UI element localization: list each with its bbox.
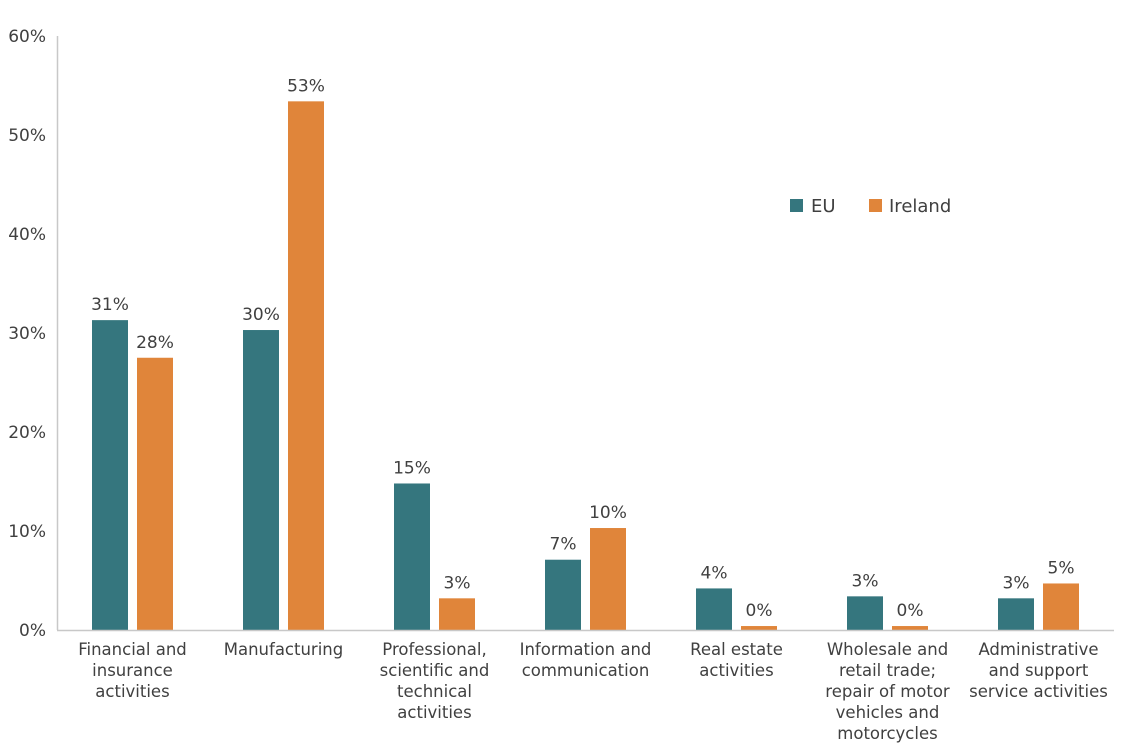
bar-eu [545, 559, 581, 630]
y-tick-label: 30% [8, 324, 46, 344]
bar-eu [394, 483, 430, 630]
data-label-eu: 3% [852, 571, 879, 591]
y-tick-label: 60% [8, 27, 46, 47]
data-label-eu: 7% [550, 535, 577, 555]
legend-label-ireland: Ireland [889, 196, 951, 217]
y-tick-label: 0% [19, 621, 46, 641]
x-tick-label: Professional, scientific and technical a… [379, 640, 490, 722]
legend-swatch-ireland [869, 199, 882, 212]
y-tick-label: 20% [8, 423, 46, 443]
data-label-ireland: 3% [444, 573, 471, 593]
data-label-eu: 15% [393, 458, 431, 478]
data-label-ireland: 28% [136, 333, 174, 353]
bar-ireland [590, 528, 626, 630]
x-tick-label: Financial and insurance activities [78, 640, 187, 701]
legend-label-eu: EU [811, 196, 836, 217]
data-label-ireland: 0% [897, 601, 924, 621]
y-tick-label: 40% [8, 225, 46, 245]
bar-eu [243, 330, 279, 630]
data-label-eu: 30% [242, 305, 280, 325]
bar-eu [92, 320, 128, 630]
legend-swatch-eu [790, 199, 803, 212]
x-tick-label: Administrative and support service activ… [969, 640, 1108, 701]
x-tick-label: Manufacturing [223, 640, 344, 659]
bar-ireland [892, 626, 928, 630]
data-label-ireland: 53% [287, 76, 325, 96]
bar-ireland [288, 101, 324, 631]
x-tick-label: Wholesale and retail trade; repair of mo… [825, 640, 950, 743]
y-axis-ticks: 0% 10% 20% 30% 40% 50% 60% [8, 27, 46, 641]
bar-eu [847, 596, 883, 630]
bar-eu [998, 598, 1034, 630]
data-label-ireland: 10% [589, 503, 627, 523]
x-tick-label: Real estate activities [690, 640, 783, 680]
x-tick-label: Information and communication [519, 640, 652, 680]
data-label-ireland: 0% [746, 601, 773, 621]
data-labels: 31% 28% 30% 53% 15% 3% 7% 10% 4% 0% 3% 0% 3% 5% [91, 76, 1074, 621]
bar-eu [696, 588, 732, 630]
bar-ireland [439, 598, 475, 630]
bar-ireland [741, 626, 777, 630]
bar-ireland [137, 357, 173, 630]
data-label-eu: 3% [1003, 573, 1030, 593]
y-tick-label: 50% [8, 126, 46, 146]
bars [92, 101, 1079, 631]
data-label-eu: 4% [701, 563, 728, 583]
data-label-ireland: 5% [1048, 558, 1075, 578]
legend: EU Ireland [790, 196, 951, 217]
bar-ireland [1043, 583, 1079, 630]
y-tick-label: 10% [8, 522, 46, 542]
data-label-eu: 31% [91, 295, 129, 315]
